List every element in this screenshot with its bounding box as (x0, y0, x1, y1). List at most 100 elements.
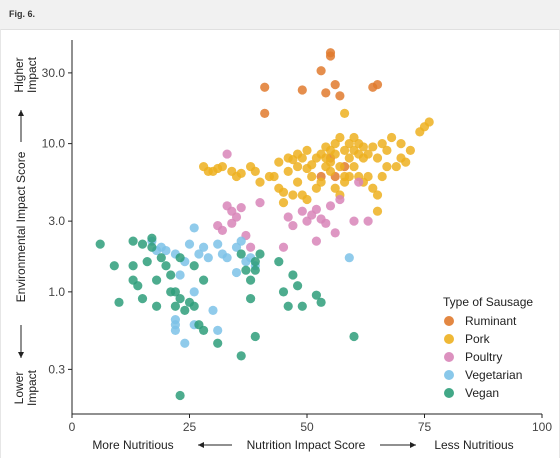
data-point (325, 157, 336, 167)
data-point (222, 253, 232, 263)
data-point (152, 275, 162, 285)
data-point (189, 261, 199, 271)
data-point (227, 218, 237, 228)
series-poultry (213, 149, 373, 252)
data-point (288, 190, 298, 200)
data-point (250, 265, 260, 275)
legend-label-pork: Pork (465, 332, 491, 346)
data-point (377, 139, 387, 149)
data-point (246, 242, 256, 252)
data-point (114, 297, 124, 307)
data-point (213, 325, 223, 335)
data-point (349, 132, 359, 143)
data-point (274, 157, 284, 167)
data-point (278, 242, 289, 252)
data-point (231, 267, 242, 278)
data-point (236, 203, 246, 213)
data-point (330, 228, 340, 238)
series-vegan (95, 233, 359, 401)
data-point (311, 290, 321, 300)
data-point (311, 236, 321, 246)
data-point (278, 287, 289, 297)
data-point (321, 218, 331, 228)
data-point (307, 160, 317, 170)
data-point (330, 149, 340, 159)
data-point (387, 132, 397, 143)
data-point (283, 301, 293, 311)
data-point (128, 261, 138, 271)
data-point (269, 171, 279, 182)
data-point (302, 194, 312, 205)
data-point (184, 239, 195, 249)
data-point (137, 294, 148, 304)
legend-label-vegan: Vegan (465, 386, 499, 400)
y-tick-label: 30.0 (42, 66, 66, 80)
data-point (325, 51, 336, 61)
figure-header-bar: Fig. 6. (0, 0, 560, 30)
data-point (372, 80, 383, 90)
data-point (391, 161, 401, 172)
x-tick-label: 100 (532, 420, 552, 434)
x-tick-label: 75 (418, 420, 432, 434)
y-axis-title: Environmental Impact Score (14, 151, 28, 302)
left-border (0, 29, 1, 458)
x-tick-label: 0 (69, 420, 76, 434)
data-point (302, 145, 312, 156)
data-point (217, 161, 227, 172)
x-tick-label: 25 (183, 420, 197, 434)
data-point (278, 198, 289, 208)
legend-label-poultry: Poultry (465, 350, 502, 364)
x-annotation-left: More Nutritious (92, 438, 173, 452)
data-point (288, 270, 298, 280)
data-point (133, 281, 143, 291)
data-point (335, 132, 345, 143)
data-point (401, 157, 411, 167)
data-point (382, 161, 392, 172)
data-point (293, 177, 303, 187)
data-point (175, 390, 185, 401)
data-point (189, 287, 199, 297)
data-point (321, 88, 331, 98)
data-point (349, 161, 359, 172)
legend-swatch-poultry (444, 352, 454, 362)
data-point (255, 177, 265, 187)
data-point (293, 149, 303, 159)
series-vegetarian (147, 223, 354, 348)
data-point (156, 253, 166, 263)
data-point (170, 314, 180, 325)
data-point (170, 301, 180, 311)
data-point (189, 223, 199, 233)
data-point (147, 242, 157, 252)
y-tick-label: 10.0 (42, 137, 66, 151)
data-point (340, 145, 350, 156)
data-point (246, 275, 256, 285)
data-point (236, 249, 246, 259)
arrow-left-icon (198, 442, 204, 448)
legend-label-ruminant: Ruminant (465, 314, 517, 328)
legend-swatch-ruminant (444, 316, 454, 326)
data-point (349, 216, 359, 226)
data-point (241, 265, 251, 275)
data-point (316, 177, 326, 187)
arrow-down-icon (18, 352, 24, 358)
data-point (175, 253, 185, 263)
data-point (213, 338, 223, 348)
data-point (293, 161, 303, 172)
data-point (250, 257, 260, 267)
data-point (260, 108, 270, 118)
points-group (95, 48, 434, 401)
data-point (246, 294, 256, 304)
data-point (372, 190, 383, 200)
data-point (363, 216, 373, 226)
data-point (175, 294, 185, 304)
data-point (372, 153, 383, 163)
series-pork (199, 108, 434, 216)
data-point (217, 225, 227, 235)
data-point (236, 236, 246, 246)
data-point (128, 236, 138, 246)
data-point (180, 338, 190, 348)
data-point (250, 166, 260, 176)
data-point (307, 171, 317, 182)
data-point (297, 206, 307, 216)
data-point (95, 239, 105, 249)
